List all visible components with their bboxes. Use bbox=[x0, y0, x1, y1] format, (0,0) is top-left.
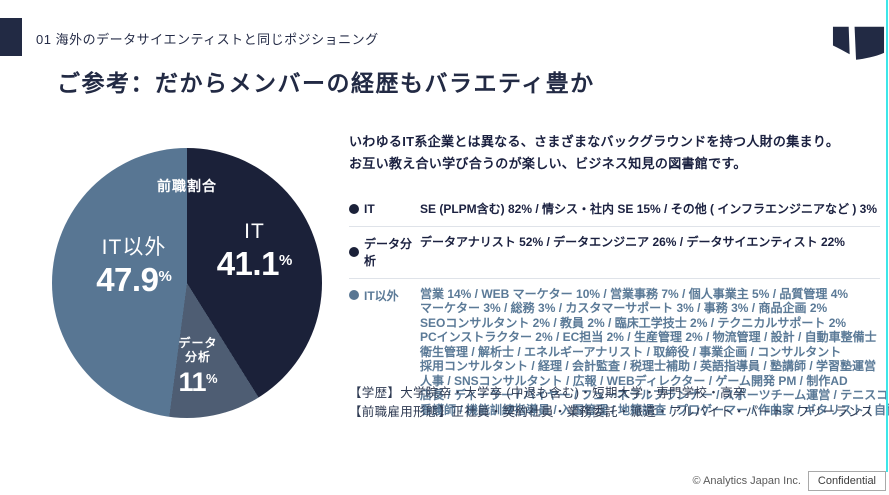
section-marker-block bbox=[0, 18, 22, 56]
intro-line-2: お互い教え合い学び合うのが楽しい、ビジネス知見の図書館です。 bbox=[349, 156, 747, 171]
pie-title: 前職割合 bbox=[157, 178, 217, 194]
pie-chart: 前職割合 IT 41.1% IT以外 47.9% データ 分析 11% bbox=[52, 148, 322, 418]
education-note: 【学歴】大学院卒・大学卒 (中退も含む)・短期大学・専門学校・高卒 bbox=[349, 386, 746, 400]
slice-data-name-line1: データ bbox=[178, 336, 218, 350]
pie-slice-label-data-analysis: データ 分析 11% bbox=[164, 336, 232, 397]
slice-non-it-name: IT以外 bbox=[101, 236, 167, 259]
slice-it-value: 41.1% bbox=[216, 245, 293, 282]
legend-label-data-analysis: データ分析 bbox=[349, 235, 420, 269]
slice-it-name: IT bbox=[244, 220, 265, 243]
confidential-badge: Confidential bbox=[807, 471, 886, 491]
legend-content-non-it: 営業 14% / WEB マーケター 10% / 営業事務 7% / 個人事業主… bbox=[420, 286, 889, 417]
page-title: ご参考：だからメンバーの経歴もバラエティ豊か bbox=[57, 70, 595, 96]
bullet-icon bbox=[349, 204, 359, 214]
pie-slice-label-non-it: IT以外 47.9% bbox=[70, 236, 198, 297]
analytics-japan-logo-icon bbox=[832, 26, 885, 60]
pie-slice-label-it: IT 41.1% bbox=[197, 220, 312, 281]
pie-graphic bbox=[52, 148, 322, 418]
section-kicker: 01 海外のデータサイエンティストと同じポジショニング bbox=[36, 32, 379, 47]
screen-edge-highlight bbox=[886, 0, 888, 472]
footer: © Analytics Japan Inc. Confidential bbox=[693, 471, 886, 491]
breakdown-legend: IT SE (PLPM含む) 82% / 情シス・社内 SE 15% / その他… bbox=[349, 196, 889, 418]
employment-note: 【前職雇用形態】正社員・契約社員・業務委託・派遣・アルバイト・パート・フリーラン… bbox=[349, 405, 874, 419]
slice-data-name-line2: 分析 bbox=[184, 350, 211, 364]
legend-row-non-it: IT以外 営業 14% / WEB マーケター 10% / 営業事務 7% / … bbox=[349, 279, 889, 418]
legend-row-data-analysis: データ分析 データアナリスト 52% / データエンジニア 26% / データサ… bbox=[349, 227, 880, 279]
slice-non-it-value: 47.9% bbox=[96, 261, 172, 298]
bullet-icon bbox=[349, 246, 359, 257]
legend-label-non-it: IT以外 bbox=[349, 287, 420, 304]
legend-content-data-analysis: データアナリスト 52% / データエンジニア 26% / データサイエンティス… bbox=[420, 234, 845, 249]
footnotes: 【学歴】大学院卒・大学卒 (中退も含む)・短期大学・専門学校・高卒 【前職雇用形… bbox=[349, 384, 873, 422]
copyright-text: © Analytics Japan Inc. bbox=[692, 475, 801, 487]
intro-text: いわゆるIT系企業とは異なる、さまざまなバックグラウンドを持つ人財の集まり。 お… bbox=[349, 131, 839, 175]
legend-content-it: SE (PLPM含む) 82% / 情シス・社内 SE 15% / その他 ( … bbox=[420, 202, 878, 216]
legend-row-it: IT SE (PLPM含む) 82% / 情シス・社内 SE 15% / その他… bbox=[349, 196, 880, 227]
intro-line-1: いわゆるIT系企業とは異なる、さまざまなバックグラウンドを持つ人財の集まり。 bbox=[349, 134, 840, 149]
legend-label-it: IT bbox=[349, 202, 420, 216]
slice-data-value: 11% bbox=[178, 367, 218, 397]
bullet-icon bbox=[349, 290, 359, 300]
